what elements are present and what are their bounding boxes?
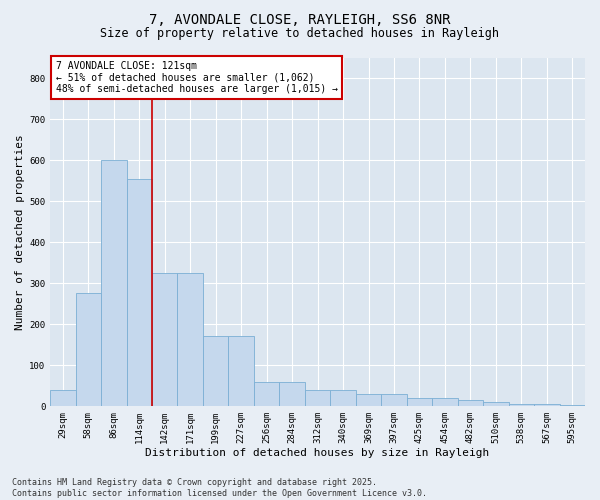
Bar — [381, 394, 407, 406]
Bar — [483, 402, 509, 406]
Bar — [331, 390, 356, 406]
Bar — [76, 294, 101, 406]
Bar — [127, 178, 152, 406]
Bar — [458, 400, 483, 406]
Bar — [534, 404, 560, 406]
Bar — [229, 336, 254, 406]
Bar — [407, 398, 432, 406]
Text: 7, AVONDALE CLOSE, RAYLEIGH, SS6 8NR: 7, AVONDALE CLOSE, RAYLEIGH, SS6 8NR — [149, 12, 451, 26]
Text: 7 AVONDALE CLOSE: 121sqm
← 51% of detached houses are smaller (1,062)
48% of sem: 7 AVONDALE CLOSE: 121sqm ← 51% of detach… — [56, 61, 338, 94]
Bar — [50, 390, 76, 406]
Bar — [152, 273, 178, 406]
Bar — [178, 273, 203, 406]
Bar — [203, 336, 229, 406]
Bar — [101, 160, 127, 406]
Bar — [509, 404, 534, 406]
X-axis label: Distribution of detached houses by size in Rayleigh: Distribution of detached houses by size … — [145, 448, 490, 458]
Bar — [254, 382, 280, 406]
Bar — [305, 390, 331, 406]
Bar — [356, 394, 381, 406]
Bar — [432, 398, 458, 406]
Text: Size of property relative to detached houses in Rayleigh: Size of property relative to detached ho… — [101, 28, 499, 40]
Bar — [280, 382, 305, 406]
Y-axis label: Number of detached properties: Number of detached properties — [15, 134, 25, 330]
Text: Contains HM Land Registry data © Crown copyright and database right 2025.
Contai: Contains HM Land Registry data © Crown c… — [12, 478, 427, 498]
